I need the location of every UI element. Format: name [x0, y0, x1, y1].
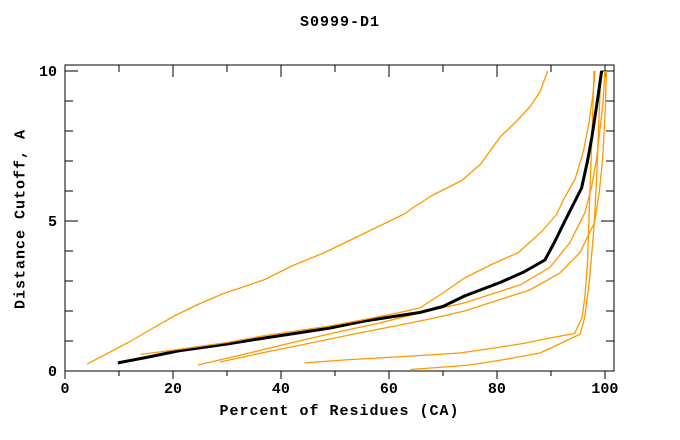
y-tick-label: 5	[48, 214, 57, 231]
series-comparison-5	[410, 70, 602, 371]
y-tick-label: 0	[48, 364, 57, 381]
series-model	[117, 70, 604, 365]
x-tick-label: 80	[488, 381, 506, 398]
y-tick-label: 10	[39, 64, 57, 81]
series-comparison-6	[140, 70, 596, 356]
series-comparison-3	[219, 70, 608, 363]
x-tick-label: 100	[591, 381, 618, 398]
x-tick-label: 60	[380, 381, 398, 398]
chart-title: S0999-D1	[299, 14, 380, 31]
series-comparison-2	[197, 70, 606, 366]
x-axis-label: Percent of Residues (CA)	[219, 403, 460, 420]
plot-frame	[64, 64, 615, 372]
x-tick-label: 40	[272, 381, 290, 398]
x-tick-label: 0	[60, 381, 69, 398]
series-comparison-1	[86, 70, 549, 365]
series-comparison-4	[304, 70, 595, 364]
x-tick-label: 20	[164, 381, 182, 398]
